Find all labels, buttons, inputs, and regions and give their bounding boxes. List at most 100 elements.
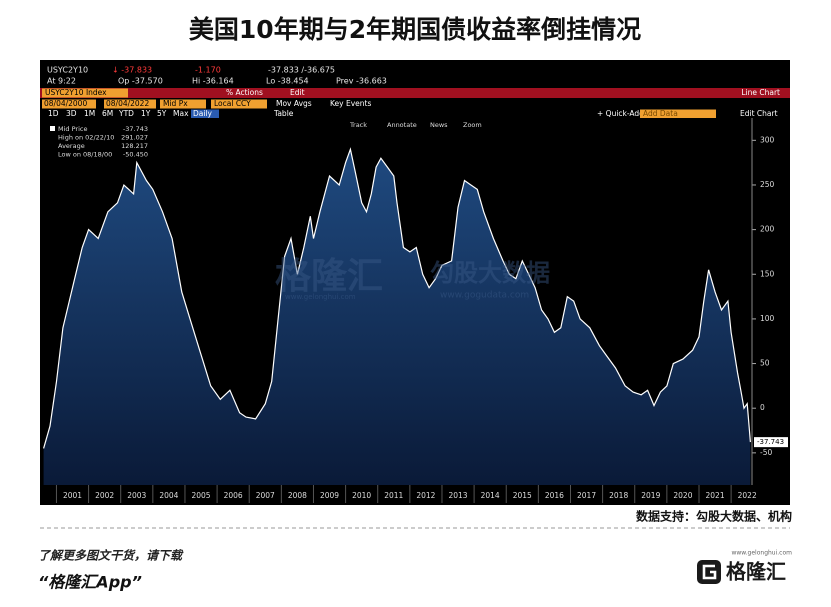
mov-avgs[interactable]: Mov Avgs: [276, 99, 312, 108]
x-tick-label: 2009: [320, 491, 339, 500]
x-tick-label: 2008: [288, 491, 307, 500]
period[interactable]: 1D: [48, 109, 59, 118]
source: 数据支持：勾股大数据、机构: [636, 509, 792, 524]
legend-stat-value: 128.217: [121, 142, 148, 150]
logo-icon: [697, 560, 721, 584]
watermark: 格隆汇: [275, 256, 383, 297]
table[interactable]: Table: [273, 109, 294, 118]
y-tick-label: 0: [760, 403, 765, 412]
chart-kind: Line Chart: [741, 88, 780, 97]
menu-bar: [40, 88, 790, 98]
legend-stat-name: Average: [58, 142, 85, 150]
period[interactable]: 1Y: [141, 109, 151, 118]
url: www.gelonghui.com: [731, 550, 792, 557]
ccy-box[interactable]: [211, 99, 267, 109]
tool[interactable]: Zoom: [463, 121, 482, 129]
x-tick-label: 2022: [738, 491, 757, 500]
legend-stat-name: Low on 08/18/00: [58, 151, 112, 159]
y-tick-label: 250: [760, 180, 775, 189]
actions[interactable]: % Actions: [226, 88, 263, 97]
legend-name: Mid Price: [58, 125, 87, 133]
x-tick-label: 2002: [95, 491, 114, 500]
quick-add[interactable]: + Quick-Add: [597, 109, 644, 118]
x-tick-label: 2021: [706, 491, 725, 500]
line: [43, 147, 751, 449]
field-box[interactable]: [160, 99, 206, 109]
key-events[interactable]: Key Events: [330, 99, 371, 108]
x-tick-label: 2018: [609, 491, 628, 500]
legend-stat-value: -37.743: [123, 125, 148, 133]
freq-box[interactable]: [191, 109, 219, 119]
legend-stat-value: 291.027: [121, 134, 148, 142]
end-date: 08/04/2022: [106, 99, 149, 108]
frequency: Daily: [193, 109, 213, 118]
start-date: 08/04/2000: [44, 99, 87, 108]
y-tick-label: 50: [760, 359, 770, 368]
legend-stat-value: -50.450: [123, 151, 148, 159]
logo-text: 格隆汇: [726, 560, 786, 584]
x-tick-label: 2015: [513, 491, 532, 500]
y-tick-label: 100: [760, 314, 775, 323]
currency: Local CCY: [214, 99, 251, 108]
x-tick-label: 2011: [384, 491, 403, 500]
app-name: “格隆汇App”: [38, 573, 142, 592]
date-box[interactable]: [104, 99, 156, 109]
x-tick-label: 2013: [448, 491, 467, 500]
x-tick-label: 2005: [191, 491, 210, 500]
change: -1.170: [195, 66, 221, 75]
date-box[interactable]: [42, 99, 96, 109]
x-tick-label: 2007: [256, 491, 275, 500]
period[interactable]: 6M: [102, 109, 113, 118]
chart-title: 美国10年期与2年期国债收益率倒挂情况: [189, 15, 641, 44]
y-tick-label: 200: [760, 225, 775, 234]
field: Mid Px: [163, 99, 188, 108]
period[interactable]: 3D: [66, 109, 77, 118]
high: Hi -36.164: [192, 77, 234, 86]
last-price-box: [754, 437, 788, 448]
legend-stat-name: High on 02/22/10: [58, 134, 114, 142]
security-box[interactable]: [42, 88, 128, 98]
y-tick-label: 300: [760, 135, 775, 144]
bid-ask: -37.833 /-36.675: [268, 66, 335, 75]
last-price-label: -37.743: [757, 438, 784, 446]
period[interactable]: 5Y: [157, 109, 167, 118]
watermark: www.gogudata.com: [440, 291, 529, 301]
tool[interactable]: News: [430, 121, 448, 129]
security: USYC2Y10 Index: [45, 88, 107, 97]
period[interactable]: 1M: [84, 109, 95, 118]
add-data: Add Data: [643, 109, 678, 118]
tool[interactable]: Annotate: [387, 121, 417, 129]
x-tick-label: 2001: [63, 491, 82, 500]
time: At 9:22: [47, 77, 76, 86]
low: Lo -38.454: [266, 77, 309, 86]
x-tick-label: 2019: [641, 491, 660, 500]
promo: 了解更多图文干货，请下载: [38, 549, 184, 563]
x-tick-label: 2003: [127, 491, 146, 500]
period[interactable]: YTD: [118, 109, 134, 118]
tool[interactable]: Track: [349, 121, 367, 129]
x-axis-band: [42, 485, 752, 503]
y-tick-label: -50: [760, 448, 772, 457]
prev: Prev -36.663: [336, 77, 387, 86]
last: ↓ -37.833: [112, 66, 152, 75]
x-tick-label: 2014: [481, 491, 500, 500]
watermark: www.gelonghui.com: [285, 293, 356, 301]
x-tick-label: 2004: [159, 491, 178, 500]
area: [43, 149, 751, 486]
edit-chart[interactable]: Edit Chart: [740, 109, 778, 118]
add-data-box[interactable]: [640, 109, 716, 119]
y-tick-label: 150: [760, 269, 775, 278]
edit[interactable]: Edit: [290, 88, 305, 97]
open: Op -37.570: [118, 77, 163, 86]
legend-swatch: [50, 126, 55, 131]
x-tick-label: 2016: [545, 491, 564, 500]
period[interactable]: Max: [173, 109, 189, 118]
x-tick-label: 2012: [416, 491, 435, 500]
x-tick-label: 2006: [224, 491, 243, 500]
x-tick-label: 2010: [352, 491, 371, 500]
x-tick-label: 2020: [673, 491, 692, 500]
logo-glyph: [702, 564, 717, 580]
x-tick-label: 2017: [577, 491, 596, 500]
